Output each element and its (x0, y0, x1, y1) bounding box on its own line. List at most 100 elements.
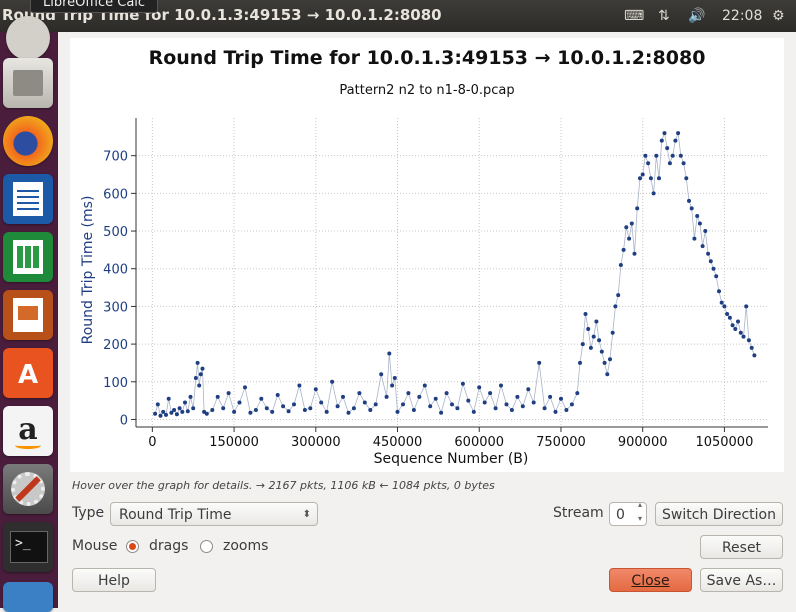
data-point[interactable] (226, 391, 231, 396)
data-point[interactable] (493, 406, 498, 411)
data-point[interactable] (180, 409, 185, 414)
data-point[interactable] (678, 153, 683, 158)
chart-svg[interactable]: Round Trip Time for 10.0.1.3:49153 → 10.… (70, 38, 784, 472)
amazon-icon[interactable]: a (3, 406, 53, 456)
data-point[interactable] (308, 406, 313, 411)
data-point[interactable] (177, 406, 182, 411)
data-point[interactable] (471, 409, 476, 414)
data-point[interactable] (455, 406, 460, 411)
rtt-chart[interactable]: Round Trip Time for 10.0.1.3:49153 → 10.… (70, 38, 784, 472)
data-point[interactable] (719, 300, 724, 305)
spin-up-icon[interactable]: ▴ (637, 500, 642, 509)
data-point[interactable] (292, 402, 296, 407)
data-point[interactable] (733, 327, 738, 331)
data-point[interactable] (351, 406, 356, 411)
network-icon[interactable]: ⇅ (658, 8, 670, 24)
data-point[interactable] (281, 404, 286, 409)
data-point[interactable] (564, 408, 569, 412)
data-point[interactable] (711, 266, 716, 271)
data-point[interactable] (172, 408, 177, 412)
keyboard-icon[interactable]: ⌨ (624, 8, 645, 24)
data-point[interactable] (703, 229, 708, 233)
data-point[interactable] (727, 315, 732, 320)
data-point[interactable] (185, 409, 190, 414)
data-point[interactable] (627, 236, 632, 241)
data-point[interactable] (670, 153, 675, 158)
data-point[interactable] (635, 206, 640, 211)
data-point[interactable] (613, 304, 618, 309)
data-point[interactable] (692, 236, 697, 241)
data-point[interactable] (286, 409, 291, 414)
data-point[interactable] (714, 274, 719, 279)
data-point[interactable] (580, 342, 585, 347)
spin-down-icon[interactable]: ▾ (637, 514, 642, 523)
data-point[interactable] (232, 409, 237, 414)
data-point[interactable] (695, 214, 700, 218)
data-point[interactable] (422, 383, 427, 388)
data-point[interactable] (616, 293, 621, 298)
data-point[interactable] (482, 400, 487, 405)
data-point[interactable] (657, 176, 661, 181)
data-point[interactable] (605, 372, 610, 377)
data-point[interactable] (188, 394, 193, 399)
data-point[interactable] (654, 153, 659, 158)
data-point[interactable] (319, 400, 324, 405)
system-settings-icon[interactable] (3, 464, 53, 514)
data-point[interactable] (191, 406, 196, 411)
data-point[interactable] (330, 379, 335, 384)
data-point[interactable] (297, 383, 302, 388)
data-point[interactable] (161, 409, 166, 414)
data-point[interactable] (662, 131, 667, 136)
data-point[interactable] (417, 394, 422, 399)
data-point[interactable] (237, 400, 242, 405)
data-point[interactable] (681, 161, 686, 166)
data-point[interactable] (195, 360, 200, 365)
data-point[interactable] (744, 304, 749, 309)
clock[interactable]: 22:08 (722, 8, 763, 24)
data-point[interactable] (460, 381, 465, 386)
data-point[interactable] (193, 376, 198, 380)
data-point[interactable] (640, 172, 645, 177)
data-point[interactable] (335, 404, 340, 409)
data-point[interactable] (433, 396, 438, 401)
data-point[interactable] (174, 412, 179, 417)
data-point[interactable] (270, 409, 275, 414)
data-point[interactable] (659, 138, 664, 143)
data-point[interactable] (548, 394, 553, 399)
power-icon[interactable]: ⚙ (772, 8, 785, 24)
data-point[interactable] (730, 323, 735, 328)
data-point[interactable] (717, 289, 721, 294)
data-point[interactable] (621, 247, 626, 252)
data-point[interactable] (395, 409, 400, 414)
data-point[interactable] (537, 360, 542, 365)
data-point[interactable] (597, 338, 602, 343)
data-point[interactable] (708, 259, 713, 264)
data-point[interactable] (158, 413, 163, 418)
data-point[interactable] (526, 387, 531, 392)
data-point[interactable] (736, 319, 740, 324)
data-point[interactable] (368, 408, 373, 412)
switch-direction-button[interactable]: Switch Direction (655, 502, 783, 526)
data-point[interactable] (618, 263, 623, 267)
firefox-icon[interactable] (3, 116, 53, 166)
data-point[interactable] (638, 176, 642, 181)
type-select[interactable]: Round Trip Time ⬍ (110, 502, 318, 526)
data-point[interactable] (313, 387, 318, 392)
data-point[interactable] (390, 383, 395, 388)
files-icon[interactable] (3, 58, 53, 108)
data-point[interactable] (746, 338, 751, 343)
data-point[interactable] (520, 404, 525, 409)
data-point[interactable] (608, 357, 612, 362)
drags-label[interactable]: drags (149, 538, 189, 554)
data-point[interactable] (346, 410, 351, 415)
data-point[interactable] (752, 353, 757, 358)
dash-icon[interactable] (6, 16, 50, 60)
data-point[interactable] (169, 410, 174, 415)
data-point[interactable] (200, 366, 205, 371)
data-point[interactable] (155, 402, 160, 407)
stream-spinbox[interactable]: 0 ▴ ▾ (609, 500, 647, 526)
data-point[interactable] (362, 400, 367, 405)
data-point[interactable] (586, 327, 591, 331)
data-point[interactable] (373, 402, 378, 407)
data-point[interactable] (651, 191, 656, 196)
